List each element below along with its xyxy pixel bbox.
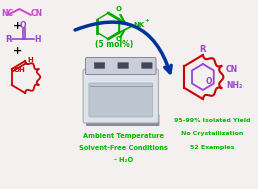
Text: Solvent-Free Conditions: Solvent-Free Conditions	[79, 145, 168, 151]
FancyBboxPatch shape	[86, 114, 159, 126]
Text: O: O	[116, 36, 122, 42]
Text: +: +	[13, 46, 22, 56]
Text: NK: NK	[133, 22, 144, 28]
Text: +: +	[13, 21, 22, 31]
FancyBboxPatch shape	[142, 63, 152, 68]
Text: CN: CN	[31, 9, 43, 19]
Text: Ambient Temperature: Ambient Temperature	[83, 133, 164, 139]
FancyBboxPatch shape	[89, 83, 153, 117]
Text: NH₂: NH₂	[226, 81, 243, 90]
Text: 95-99% Isolated Yield: 95-99% Isolated Yield	[174, 119, 251, 123]
Text: (5 mol%): (5 mol%)	[95, 40, 133, 49]
Text: CN: CN	[226, 64, 238, 74]
Text: - H₂O: - H₂O	[114, 157, 133, 163]
Text: O: O	[116, 6, 122, 12]
Text: O: O	[19, 20, 26, 29]
FancyBboxPatch shape	[94, 63, 105, 68]
Text: No Crystallization: No Crystallization	[181, 132, 244, 136]
Text: H: H	[34, 35, 40, 43]
Text: OH: OH	[14, 67, 26, 73]
FancyBboxPatch shape	[118, 63, 128, 68]
FancyBboxPatch shape	[85, 57, 156, 74]
Text: 52 Examples: 52 Examples	[190, 145, 235, 149]
Text: R: R	[5, 35, 11, 43]
Text: +: +	[144, 19, 149, 23]
Text: H: H	[27, 57, 33, 63]
Text: NC: NC	[1, 9, 13, 19]
Text: R: R	[200, 44, 206, 53]
Text: O: O	[205, 77, 212, 86]
FancyBboxPatch shape	[83, 69, 158, 123]
